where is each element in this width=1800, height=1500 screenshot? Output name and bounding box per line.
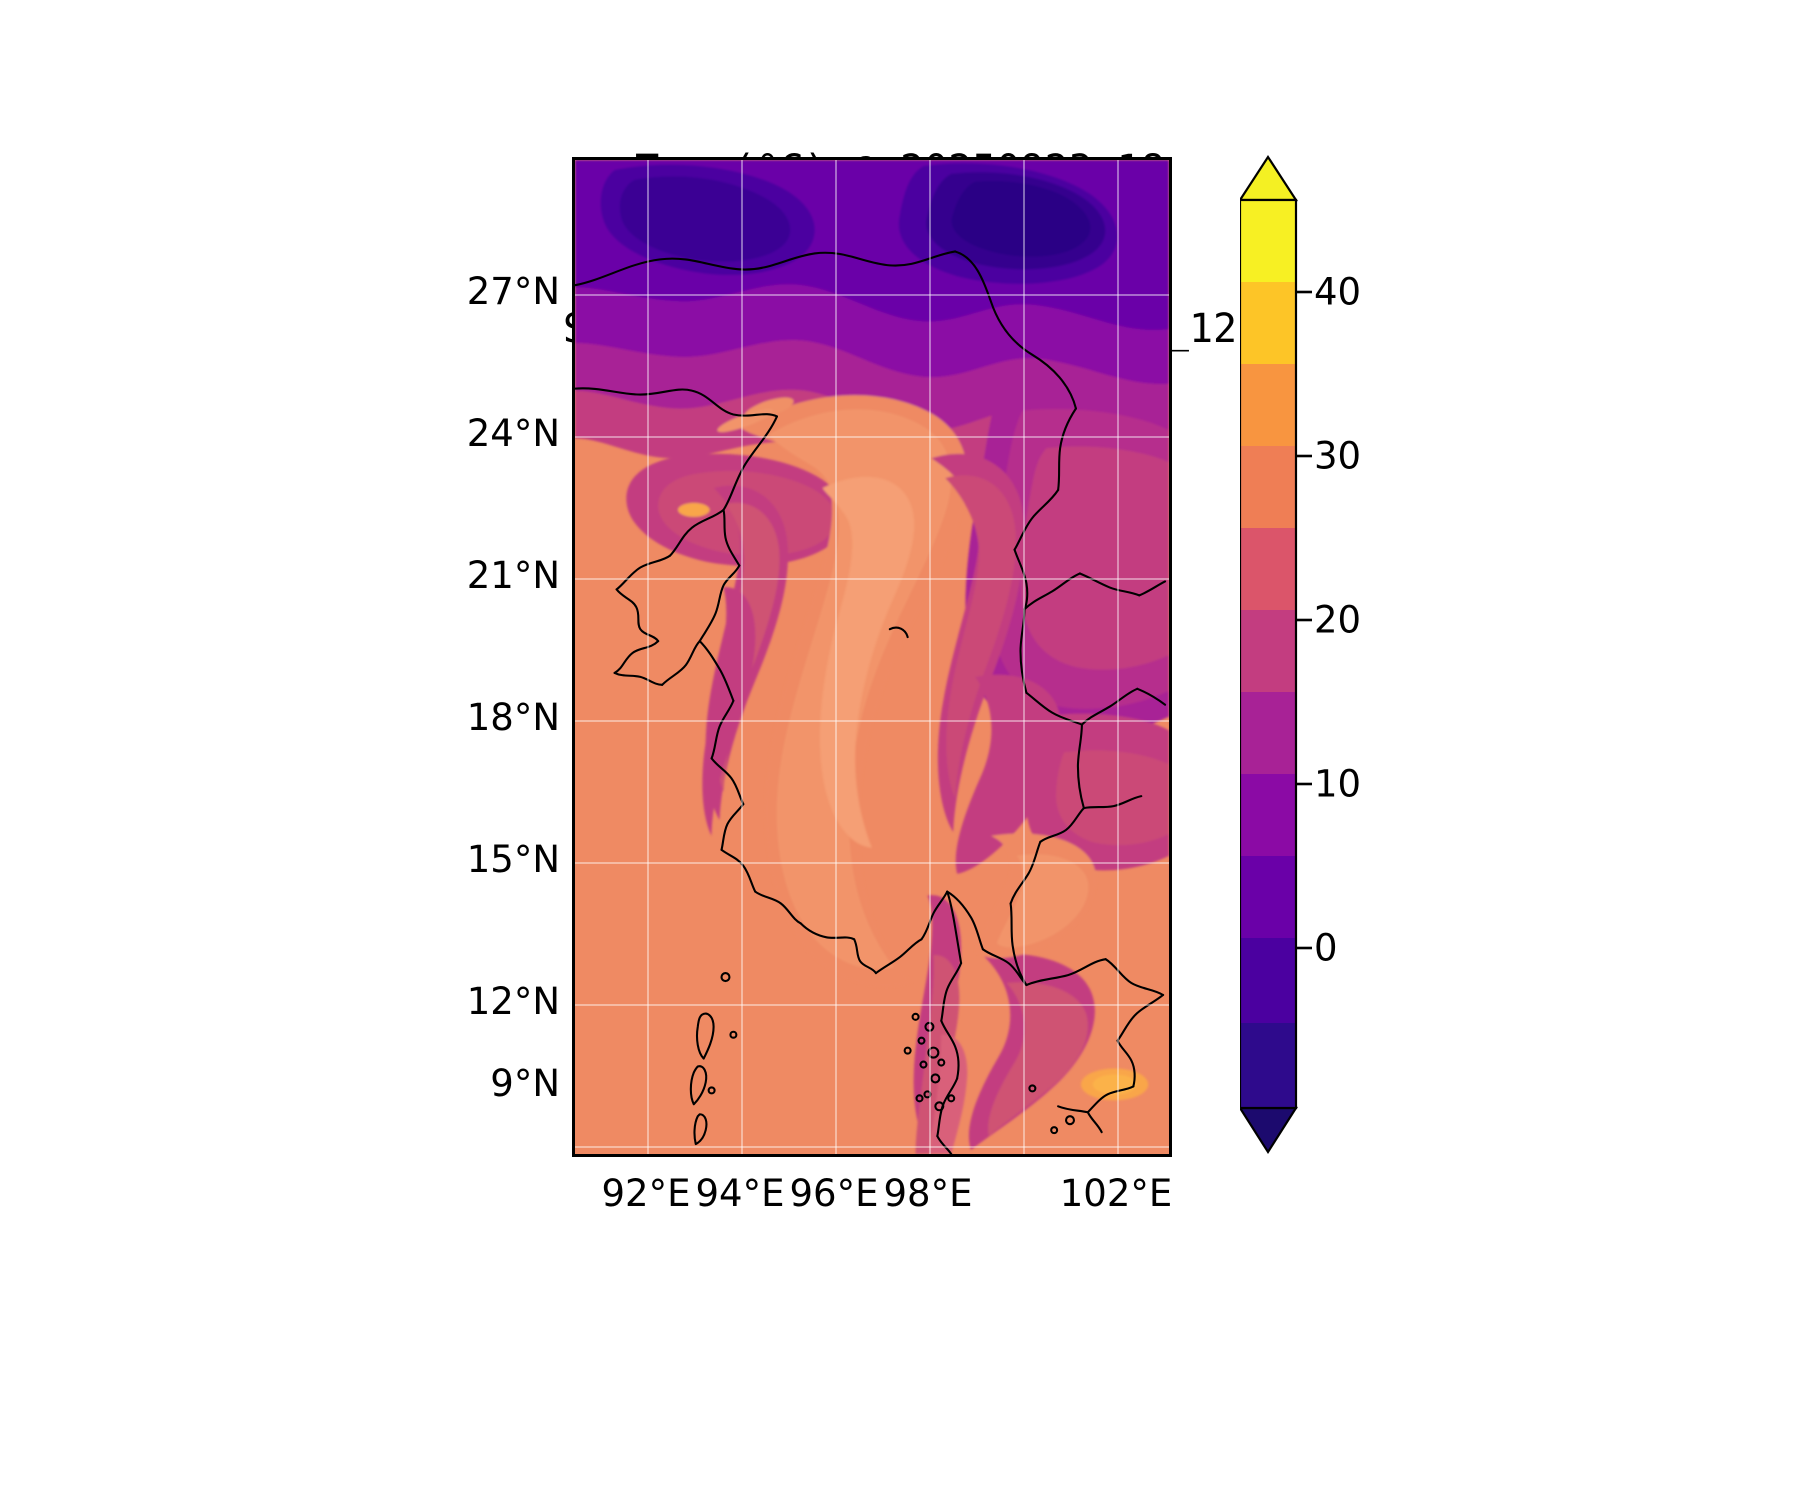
xtick-label-102e: 102°E <box>1059 1172 1173 1215</box>
ytick-label-24n: 24°N <box>466 412 560 455</box>
colorbar-svg <box>1240 154 1312 1155</box>
ytick-label-21n: 21°N <box>466 554 560 597</box>
ytick-label-27n: 27°N <box>466 270 560 313</box>
map-field <box>575 160 1169 1154</box>
ytick-label-18n: 18°N <box>466 696 560 739</box>
temperature-field-svg <box>575 160 1169 1154</box>
colorbar-tick-40: 40 <box>1314 270 1362 314</box>
colorbar-tick-20: 20 <box>1314 598 1362 642</box>
ytick-label-15n: 15°N <box>466 838 560 881</box>
colorbar: 40 30 20 10 0 <box>1240 154 1440 1157</box>
colorbar-tick-0: 0 <box>1314 926 1338 970</box>
xtick-label-94e: 94°E <box>695 1172 785 1215</box>
colorbar-tick-10: 10 <box>1314 762 1362 806</box>
xtick-label-98e: 98°E <box>883 1172 973 1215</box>
map-axes <box>572 157 1172 1157</box>
colorbar-tick-30: 30 <box>1314 434 1362 478</box>
xtick-label-96e: 96°E <box>789 1172 879 1215</box>
ytick-label-9n: 9°N <box>490 1062 560 1105</box>
xtick-label-92e: 92°E <box>601 1172 691 1215</box>
ytick-label-12n: 12°N <box>466 980 560 1023</box>
